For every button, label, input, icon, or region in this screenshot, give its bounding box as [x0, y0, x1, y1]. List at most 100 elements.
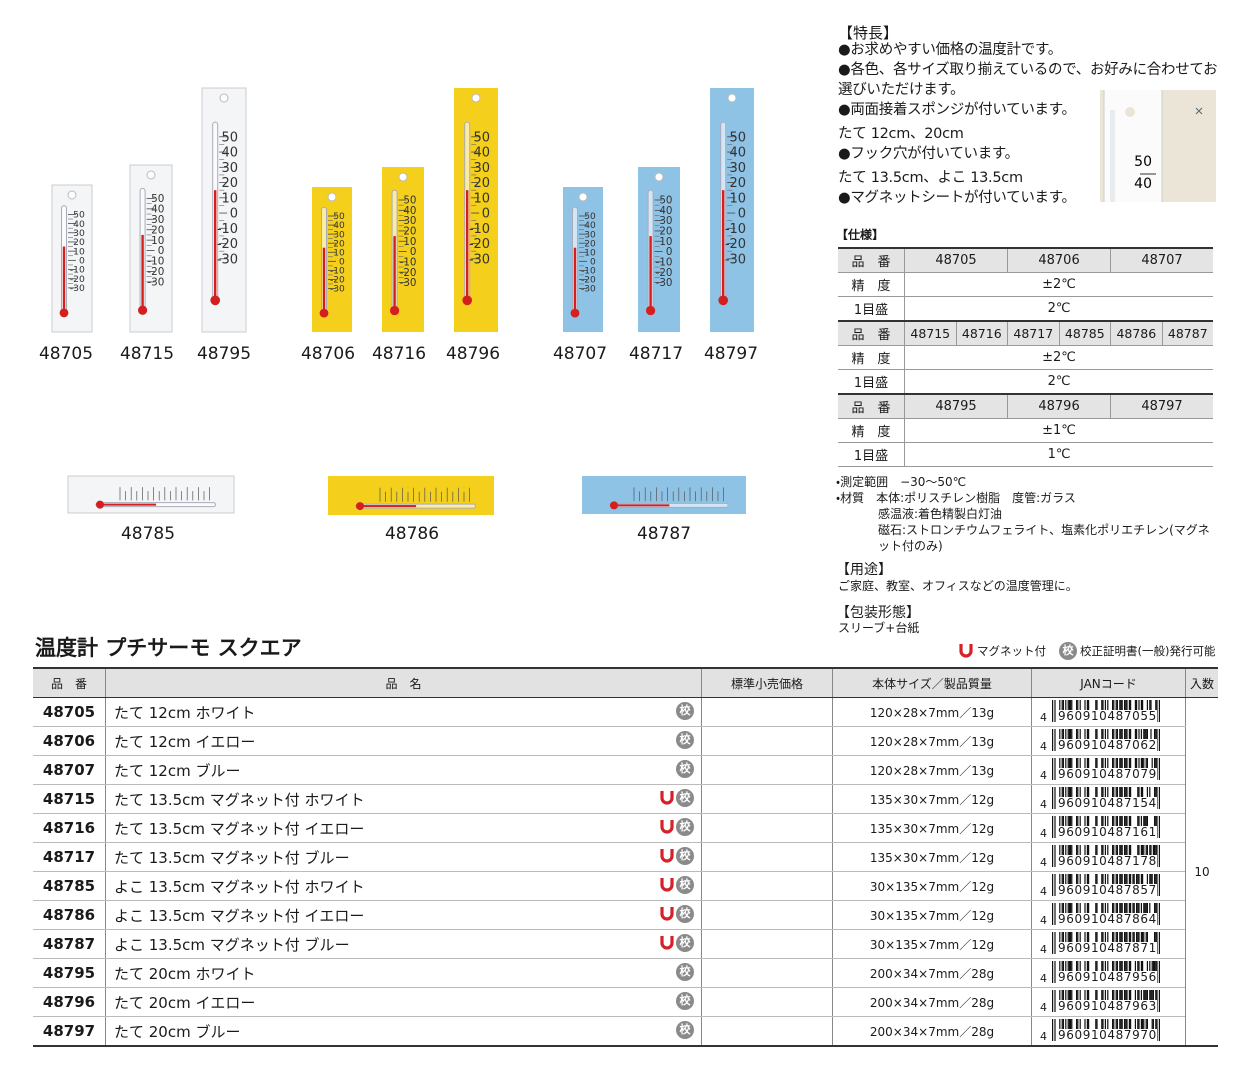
scale-label: 30 — [659, 215, 672, 227]
spec-code: 48797 — [1110, 393, 1213, 419]
scale-label: 0 — [230, 207, 238, 222]
product-code: 48715 — [33, 784, 106, 814]
barcode-bar — [1054, 845, 1056, 867]
product-name: よこ 13.5cm マグネット付 イエロー 校 — [105, 900, 702, 930]
barcode-bar — [1156, 700, 1158, 722]
magnet-icon — [660, 849, 674, 863]
bulb — [319, 308, 329, 318]
icons: 校 — [659, 876, 694, 894]
barcode-bar — [1052, 845, 1054, 867]
scale-label: 40 — [1134, 176, 1152, 192]
jan-digits: 960910487864 — [1058, 912, 1157, 926]
scale-label: 0 — [158, 245, 165, 257]
section-heading: 【包装形態】 — [836, 605, 920, 621]
price — [701, 900, 833, 930]
scale-label: -20 — [469, 237, 490, 252]
barcode-bar — [1156, 787, 1158, 809]
feature-line: ●フック穴が付いています。 — [838, 146, 1019, 162]
product-name: よこ 13.5cm マグネット付 ホワイト 校 — [105, 871, 702, 901]
kou-icon: 校 — [676, 876, 694, 894]
scale-label: 10 — [222, 191, 239, 206]
spec-label: 精 度 — [838, 345, 905, 370]
product-code: 48797 — [33, 1016, 106, 1047]
scale-label: -10 — [656, 256, 673, 268]
name-text: たて 12cm ホワイト — [114, 703, 256, 722]
barcode-bar — [1052, 990, 1054, 1012]
thermometer-body — [67, 475, 235, 514]
product-code: 48707 — [552, 344, 608, 364]
product-name: たて 13.5cm マグネット付 ブルー 校 — [105, 842, 702, 872]
thermometer — [582, 476, 746, 514]
scale-label: 10 — [730, 191, 747, 206]
scale-label: 20 — [73, 237, 85, 248]
barcode-bar — [1052, 874, 1054, 896]
header-cell: JANコード — [1031, 667, 1186, 698]
kou-icon: 校 — [676, 731, 694, 749]
spec-code: 48715 — [904, 320, 957, 346]
hook-hole — [146, 170, 156, 180]
thermometer-body — [51, 184, 93, 333]
magnet-shape — [660, 907, 674, 921]
spec-code: 48705 — [903, 247, 1008, 273]
scale-label: 50 — [333, 212, 345, 222]
kou-icon: 校 — [676, 1021, 694, 1039]
scale-label: 50 — [474, 130, 491, 145]
jan-lead: 4 — [1040, 914, 1047, 927]
bulb — [462, 295, 473, 306]
magnet-icon — [660, 907, 674, 921]
barcode-bar — [1156, 961, 1158, 983]
product-code: 48786 — [384, 524, 440, 544]
product-code: 48717 — [33, 842, 106, 872]
jan-lead: 4 — [1040, 943, 1047, 956]
scale-label: 20 — [659, 226, 672, 238]
scale-label: 10 — [73, 246, 85, 257]
barcode-bar — [1052, 758, 1054, 780]
barcode-bar — [1158, 700, 1160, 722]
product-code: 48787 — [636, 524, 692, 544]
price — [701, 929, 833, 959]
product-title: 温度計 プチサーモ スクエア — [35, 636, 302, 660]
liquid — [612, 504, 670, 507]
jan: 4 960910487079 — [1031, 755, 1186, 785]
product-name: たて 12cm ホワイト 校 — [105, 697, 702, 727]
scale-label: 30 — [730, 161, 747, 176]
product-name: たて 12cm ブルー 校 — [105, 755, 702, 785]
magnet-shape — [660, 849, 674, 863]
scale-label: 0 — [410, 246, 417, 258]
bulb — [389, 305, 400, 316]
barcode-bar — [1052, 700, 1054, 722]
product-row: 48796 たて 20cm イエロー 校 200×34×7mm／28g 4 9609104… — [33, 987, 1218, 1017]
barcode-bar — [1052, 961, 1054, 983]
name-text: よこ 13.5cm マグネット付 ホワイト — [114, 877, 365, 896]
scale-label: 20 — [403, 226, 416, 238]
thermometer-body — [129, 164, 173, 333]
scale-label: -10 — [581, 267, 596, 277]
kou-icon: 校 — [676, 905, 694, 923]
feature-line: ●両面接着スポンジが付いています。 — [838, 102, 1076, 118]
feature-line: ●マグネットシートが付いています。 — [838, 190, 1076, 206]
legend-text: マグネット付 — [977, 644, 1046, 658]
bulb — [645, 305, 656, 316]
barcode-bar — [1158, 758, 1160, 780]
hook-hole — [67, 190, 77, 200]
feature-line: たて 13.5cm、よこ 13.5cm — [838, 170, 1023, 186]
magnet-icon — [660, 936, 674, 950]
hook — [1195, 107, 1203, 115]
product-table: 品 番品 名標準小売価格 本体サイズ／製品質量 JANコード 入数 48705 たて 12… — [33, 667, 1218, 1047]
spec-value: ±2℃ — [904, 272, 1213, 297]
size: 120×28×7mm／13g — [832, 726, 1032, 756]
scale-label: 40 — [333, 221, 345, 231]
product-name: たて 20cm イエロー 校 — [105, 987, 702, 1017]
liquid — [214, 190, 217, 301]
kou-icon: 校 — [676, 992, 694, 1010]
scale-label: 40 — [730, 146, 747, 161]
hook-hole — [727, 93, 737, 103]
scale-label: -20 — [656, 267, 673, 279]
spec-code: 48706 — [1007, 247, 1111, 273]
scale-label: 10 — [474, 191, 491, 206]
